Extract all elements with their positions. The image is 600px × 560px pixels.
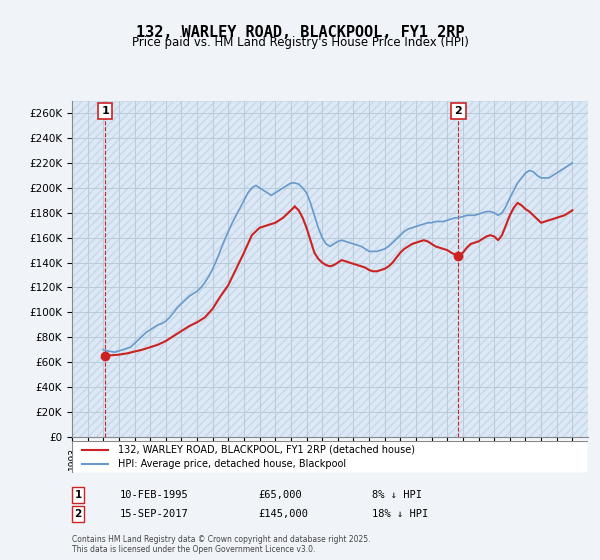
Text: £145,000: £145,000 [258, 509, 308, 519]
Text: 8% ↓ HPI: 8% ↓ HPI [372, 490, 422, 500]
Text: 15-SEP-2017: 15-SEP-2017 [120, 509, 189, 519]
Text: 2: 2 [74, 509, 82, 519]
Text: Contains HM Land Registry data © Crown copyright and database right 2025.
This d: Contains HM Land Registry data © Crown c… [72, 535, 371, 554]
Text: 1: 1 [101, 106, 109, 116]
Text: £65,000: £65,000 [258, 490, 302, 500]
Text: HPI: Average price, detached house, Blackpool: HPI: Average price, detached house, Blac… [118, 459, 347, 469]
Text: 10-FEB-1995: 10-FEB-1995 [120, 490, 189, 500]
Text: 132, WARLEY ROAD, BLACKPOOL, FY1 2RP: 132, WARLEY ROAD, BLACKPOOL, FY1 2RP [136, 25, 464, 40]
Text: 2: 2 [454, 106, 462, 116]
Text: 132, WARLEY ROAD, BLACKPOOL, FY1 2RP (detached house): 132, WARLEY ROAD, BLACKPOOL, FY1 2RP (de… [118, 445, 415, 455]
FancyBboxPatch shape [72, 441, 588, 473]
Text: 1: 1 [74, 490, 82, 500]
Text: Price paid vs. HM Land Registry's House Price Index (HPI): Price paid vs. HM Land Registry's House … [131, 36, 469, 49]
Text: 18% ↓ HPI: 18% ↓ HPI [372, 509, 428, 519]
